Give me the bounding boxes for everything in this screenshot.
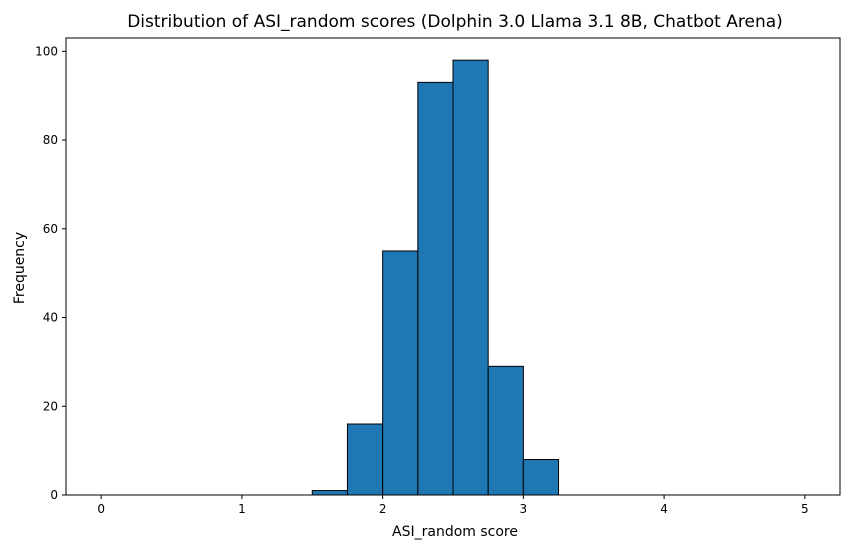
chart-title: Distribution of ASI_random scores (Dolph… [127,12,783,32]
x-tick-label: 3 [520,502,528,516]
x-tick-label: 2 [379,502,387,516]
histogram-bar [452,59,489,496]
x-tick-label: 5 [801,502,809,516]
y-tick-label: 100 [35,44,58,58]
histogram-bar [487,365,524,496]
plot-frame [65,37,841,496]
y-axis-ticks: 0 20 40 60 80 100 [35,44,66,502]
x-axis-ticks: 0 1 2 3 4 5 [97,495,809,516]
x-tick-label: 4 [660,502,668,516]
y-tick-label: 0 [50,488,58,502]
x-tick-label: 0 [97,502,105,516]
histogram-bar [311,490,348,496]
y-tick-label: 20 [43,399,58,413]
histogram-bar [417,81,454,496]
x-tick-label: 1 [238,502,246,516]
histogram-bar [522,459,560,496]
y-axis-label: Frequency [12,232,28,304]
y-tick-label: 80 [43,133,58,147]
y-tick-label: 40 [43,311,58,325]
histogram-bar [346,423,384,496]
bars-group [311,59,560,496]
histogram-bar [382,250,419,496]
y-tick-label: 60 [43,222,58,236]
x-axis-label: ASI_random score [392,524,518,540]
